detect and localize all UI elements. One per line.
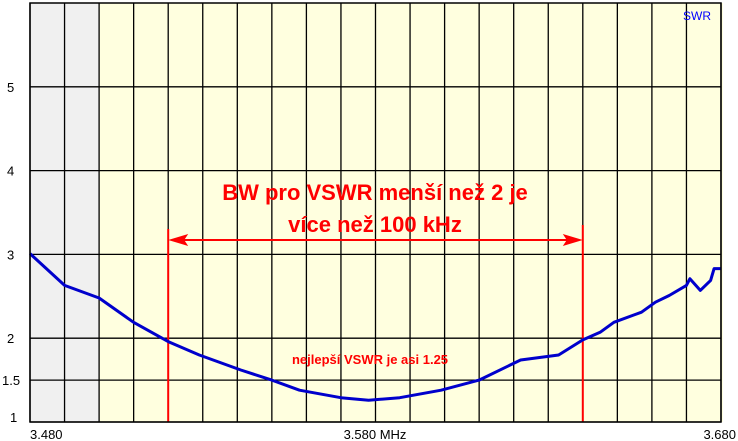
y-tick-label: 3 (7, 247, 14, 262)
y-tick-label: 4 (7, 164, 14, 179)
y-tick-label: 1.5 (2, 373, 20, 388)
x-tick-label: 3.480 (30, 427, 63, 441)
legend-swr: SWR (683, 9, 711, 23)
swr-series-line (28, 252, 721, 402)
plot-frame (29, 2, 722, 423)
x-tick-label: 3.580 MHz (344, 427, 407, 441)
y-axis-ticks: 1 1.5 2 3 4 5 (2, 80, 20, 425)
annotation-bw-line2: více než 100 kHz (288, 212, 462, 237)
x-tick-label: 3.680 (703, 427, 736, 441)
y-tick-label: 2 (7, 331, 14, 346)
plot-background (30, 3, 723, 422)
y-tick-label: 5 (7, 80, 14, 95)
arrow-right-icon (562, 234, 583, 246)
arrow-left-icon (168, 234, 189, 246)
annotation-best-vswr: nejlepší VSWR je asi 1.25 (292, 352, 448, 367)
bw-markers (167, 225, 584, 422)
annotation-bw-line1: BW pro VSWR menší než 2 je (222, 180, 528, 205)
y-tick-label: 1 (10, 410, 17, 425)
